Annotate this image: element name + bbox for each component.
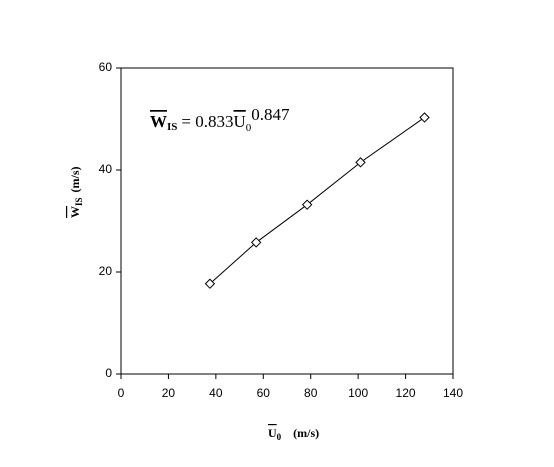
x-label-symbol: U xyxy=(268,426,277,440)
x-label-sub: 0 xyxy=(277,432,282,442)
y-label-sub: IS xyxy=(74,197,84,206)
eq-u-sub: 0 xyxy=(246,122,252,134)
y-label-unit: (m/s) xyxy=(68,166,82,192)
y-axis-label: WIS (m/s) xyxy=(68,166,84,218)
plot-frame xyxy=(120,67,454,375)
point xyxy=(250,237,262,248)
eq-coef: = 0.833 xyxy=(181,112,233,131)
x-tick-label: 20 xyxy=(162,386,176,400)
y-tick-label: 20 xyxy=(99,264,113,278)
x-tick-label: 120 xyxy=(396,386,416,400)
x-axis-label: U0 (m/s) xyxy=(268,426,319,442)
x-tick-label: 100 xyxy=(348,386,368,400)
eq-u: U xyxy=(234,112,246,131)
fit-line xyxy=(209,117,425,285)
eq-sub: IS xyxy=(167,121,177,133)
point xyxy=(419,112,430,123)
equation: WIS = 0.833U00.847 xyxy=(150,105,290,134)
x-tick-label: 140 xyxy=(443,386,463,400)
x-tick-label: 60 xyxy=(257,386,271,400)
x-tick-label: 0 xyxy=(118,386,125,400)
point xyxy=(204,278,216,289)
x-tick-label: 40 xyxy=(209,386,223,400)
y-tick-label: 60 xyxy=(99,60,113,74)
y-tick-label: 40 xyxy=(99,162,113,176)
eq-symbol: W xyxy=(150,112,167,131)
eq-exp: 0.847 xyxy=(251,105,290,124)
y-label-symbol: W xyxy=(68,206,82,218)
point xyxy=(301,199,313,210)
x-label-unit: (m/s) xyxy=(293,426,319,440)
y-tick-label: 0 xyxy=(105,366,112,380)
x-tick-label: 80 xyxy=(304,386,318,400)
point xyxy=(355,157,366,168)
